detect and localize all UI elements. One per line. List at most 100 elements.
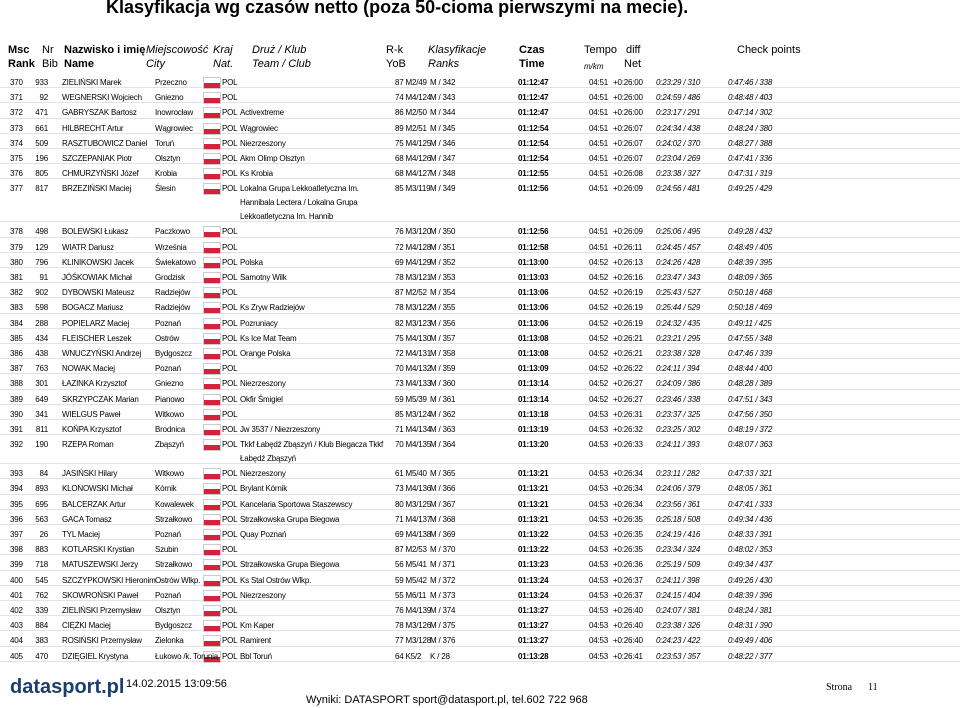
name: BALCERZAK Artur [62, 499, 126, 509]
ranks: M / 345 [430, 123, 456, 133]
team: Kancelaria Sportowa Staszewscy [240, 499, 353, 509]
column-header: Team / Club [252, 58, 311, 70]
team: Ks Stal Ostrów Wlkp. [240, 575, 312, 585]
result-row: 399 718 MATUSZEWSKI Jerzy Strzałkowo POL Strz… [0, 555, 960, 572]
diff: +0:26:27 [613, 394, 643, 404]
category: 77 M3/128 [395, 636, 432, 646]
name: KLONOWSKI Michał [62, 484, 133, 494]
result-row: 381 91 JÓŚKOWIAK Michał Grodzisk POL Samotny … [0, 268, 960, 284]
rank: 390 [10, 409, 23, 419]
rank: 372 [10, 108, 23, 118]
split: 0:24:07 / 381 [656, 606, 701, 615]
ranks: M / 370 [430, 545, 456, 555]
column-header: Nazwisko i imię [64, 44, 146, 56]
flag [203, 287, 221, 300]
team: Polska [240, 257, 263, 267]
flag [203, 256, 221, 269]
diff: +0:26:21 [613, 349, 643, 358]
diff: +0:26:40 [613, 636, 643, 646]
net: 0:48:33 / 391 [728, 530, 773, 539]
result-row: 390 341 WIELGUS Paweł Witkowo POL 85 M3/124 M … [0, 405, 960, 421]
result-row: 393 84 JASIŃSKI Hilary Witkowo POL Niezrzeszo… [0, 464, 960, 481]
diff: +0:26:35 [613, 545, 643, 555]
net: 0:49:34 / 437 [728, 560, 773, 570]
column-header: Ranks [428, 58, 460, 70]
time: 01:13:08 [518, 349, 549, 358]
flag [203, 483, 221, 496]
time: 01:13:21 [518, 514, 549, 524]
tempo: 04:53 [589, 560, 609, 570]
diff: +0:26:19 [613, 303, 643, 313]
bib: 129 [35, 242, 48, 252]
split: 0:25:18 / 508 [656, 514, 701, 524]
diff: +0:26:00 [613, 108, 643, 118]
flag [203, 77, 221, 89]
ranks: M / 342 [430, 78, 456, 87]
result-row: 374 509 RASZTUBOWICZ Daniel Toruń POL Niezrze… [0, 134, 960, 150]
rank: 373 [10, 123, 23, 133]
team: Okfir Śmigiel [240, 394, 283, 404]
city: Inowrocław [155, 108, 194, 118]
rank: 383 [10, 303, 23, 313]
time: 01:13:24 [518, 575, 549, 585]
tempo: 04:53 [589, 484, 609, 494]
flag [203, 620, 221, 633]
name: ŁAZINKA Krzysztof [62, 379, 127, 389]
net: 0:47:33 / 321 [728, 469, 773, 479]
category: 76 M4/139 [395, 606, 432, 615]
name: POPIELARZ Maciej [62, 318, 130, 328]
tempo: 04:53 [589, 425, 609, 434]
category: 59 M5/39 [395, 394, 427, 404]
net: 0:48:39 / 396 [728, 590, 773, 600]
nat: POL [222, 621, 238, 631]
net: 0:47:41 / 333 [728, 499, 773, 509]
ranks: M / 357 [430, 333, 456, 343]
tempo: 04:53 [589, 409, 609, 419]
bib: 339 [35, 606, 48, 615]
time: 01:13:08 [518, 333, 549, 343]
nat: POL [222, 425, 238, 434]
time: 01:13:20 [518, 440, 549, 450]
result-row: 376 805 CHMURZYŃSKI Józef Krobia POL Ks Krobi… [0, 164, 960, 181]
diff: +0:26:22 [613, 364, 643, 374]
result-row: 401 762 SKOWROŃSKI Paweł Poznań POL Niezrzesz… [0, 586, 960, 602]
bib: 471 [35, 108, 48, 118]
time: 01:13:27 [518, 621, 549, 631]
split: 0:23:38 / 327 [656, 169, 701, 179]
diff: +0:26:36 [613, 560, 643, 570]
result-row: 396 563 GACA Tomasz Strzałkowo POL Strzałkows… [0, 510, 960, 526]
net: 0:50:18 / 469 [728, 303, 773, 313]
tempo: 04:53 [589, 606, 609, 615]
bib: 796 [35, 257, 48, 267]
rank: 376 [10, 169, 23, 179]
diff: +0:26:40 [613, 621, 643, 631]
page-label: Strona [826, 682, 853, 693]
net: 0:47:56 / 350 [728, 409, 773, 419]
category: 87 M2/52 [395, 288, 427, 298]
name: SZCZYPKOWSKI Hieronim [62, 575, 156, 585]
name: MATUSZEWSKI Jerzy [62, 560, 139, 570]
team: Brylant Kórnik [240, 484, 287, 494]
ranks: M / 366 [430, 484, 456, 494]
team: Activextreme [240, 108, 284, 118]
footer: datasport.pl 14.02.2015 13:09:56 Wyniki:… [0, 668, 960, 708]
rank: 386 [10, 349, 23, 358]
bib: 598 [35, 303, 48, 313]
flag [203, 393, 221, 406]
time: 01:13:22 [518, 545, 549, 555]
net: 0:49:49 / 406 [728, 636, 773, 646]
time: 01:12:47 [518, 93, 549, 103]
nat: POL [222, 394, 238, 404]
city: Bydgoszcz [155, 621, 192, 631]
rank: 385 [10, 333, 23, 343]
nat: POL [222, 349, 238, 358]
name: BOGACZ Mariusz [62, 303, 124, 313]
ranks: M / 344 [430, 108, 456, 118]
team: Orange Polska [240, 349, 291, 358]
tempo: 04:52 [589, 288, 609, 298]
split: 0:24:56 / 481 [656, 184, 701, 194]
team: Niezrzeszony [240, 138, 286, 148]
net: 0:48:39 / 395 [728, 257, 773, 267]
result-row: 402 339 ZIELIŃSKI Przemysław Olsztyn POL 76 M… [0, 601, 960, 617]
city: Poznań [155, 530, 181, 539]
